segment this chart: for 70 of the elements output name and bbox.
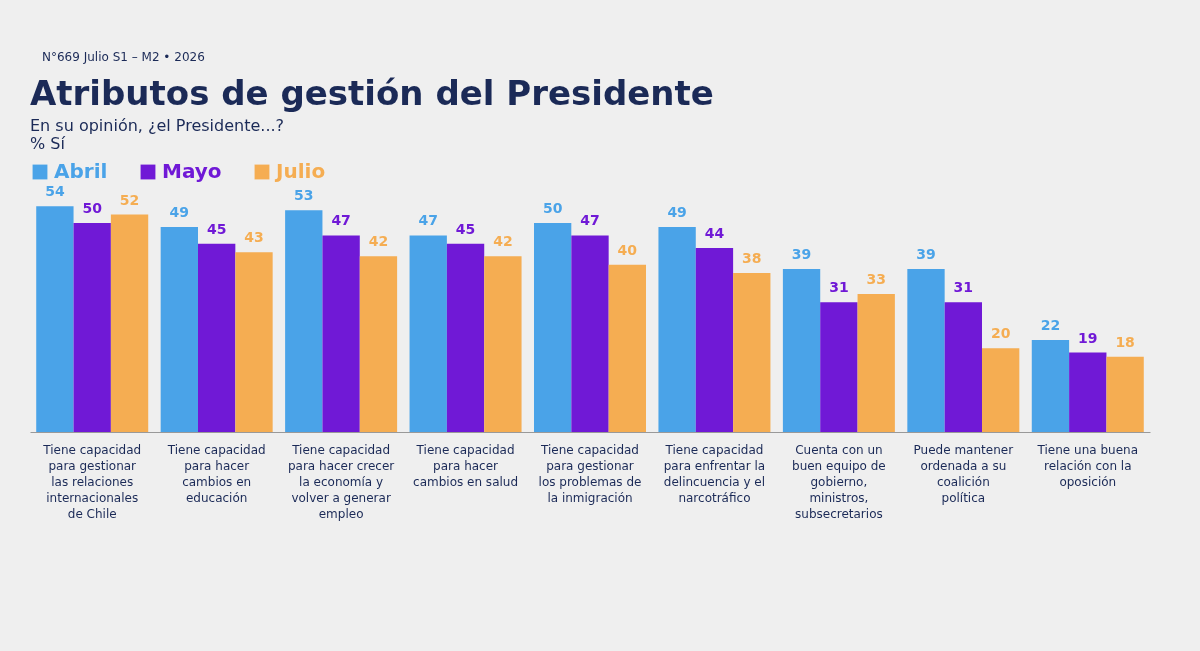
- bar: [409, 235, 447, 432]
- data-label: 38: [742, 250, 762, 267]
- bar: [160, 227, 198, 432]
- data-label: 31: [953, 279, 974, 296]
- data-label: 19: [1078, 329, 1098, 346]
- bar: [658, 227, 696, 432]
- data-label: 22: [1040, 317, 1061, 333]
- x-tick-label: Tiene capacidad para hacer crecer la economía y volver a generar empleo: [287, 442, 395, 521]
- legend-label: Mayo: [162, 159, 222, 183]
- bar: [446, 243, 485, 432]
- data-label: 44: [704, 225, 725, 241]
- data-label: 53: [294, 187, 314, 204]
- chart-title: Atributos de gestión del Presidente: [30, 73, 714, 113]
- x-tick-label: Tiene una buena relación con la oposición: [1036, 442, 1138, 489]
- bar: [235, 252, 273, 432]
- bar: [1069, 352, 1107, 432]
- y-axis-title: % Sí: [30, 134, 66, 153]
- data-label: 43: [244, 229, 264, 246]
- data-label: 20: [990, 325, 1011, 342]
- bar: [198, 243, 236, 432]
- legend-label: Julio: [274, 159, 326, 183]
- bar: [608, 264, 646, 432]
- bar: [695, 248, 734, 432]
- bar: [907, 268, 945, 432]
- data-label: 50: [542, 199, 563, 216]
- data-label: 45: [206, 220, 227, 237]
- data-label: 49: [667, 204, 687, 221]
- bar: [73, 222, 111, 432]
- bar: [110, 214, 149, 432]
- bar: [571, 235, 609, 432]
- data-label: 50: [82, 199, 103, 216]
- data-label: 39: [791, 245, 812, 262]
- data-label: 47: [331, 212, 351, 229]
- bar: [322, 235, 360, 432]
- data-label: 18: [1115, 333, 1135, 350]
- data-label: 47: [418, 212, 438, 229]
- x-tick-label: Cuenta con un buen equipo de gobierno, ministros, subsecretarios: [792, 442, 886, 521]
- x-tick-label: Tiene capacidad para gestionar las relaciones internacionales de Chile: [42, 442, 142, 521]
- data-label: 47: [580, 212, 600, 229]
- bar: [982, 348, 1020, 432]
- bar: [820, 302, 858, 432]
- bar: [1031, 340, 1070, 432]
- x-tick-label: Tiene capacidad para enfrentar la delincuencia y el narcotráfico: [663, 442, 766, 505]
- data-label: 45: [455, 220, 476, 237]
- data-label: 54: [45, 183, 65, 200]
- bar: [1106, 356, 1144, 432]
- chart-subtitle: En su opinión, ¿el Presidente...?: [30, 116, 285, 135]
- bar: [733, 273, 771, 432]
- bar: [359, 256, 398, 432]
- data-label: 52: [119, 191, 140, 208]
- bar: [484, 256, 522, 432]
- bar: [782, 268, 821, 432]
- bar: [285, 210, 323, 432]
- bar: [36, 206, 74, 432]
- x-tick-label: Tiene capacidad para hacer cambios en salud: [413, 442, 519, 489]
- data-label: 40: [617, 241, 638, 258]
- data-label: 33: [866, 271, 886, 287]
- bar: [857, 294, 895, 432]
- data-label: 31: [829, 279, 849, 296]
- data-label: 42: [493, 233, 513, 250]
- bar: [534, 222, 572, 432]
- text: N°669 Julio S1 – M2 • 2026: [42, 50, 205, 64]
- legend-label: Abril: [54, 159, 108, 183]
- x-tick-label: Tiene capacidad para hacer cambios en educación: [166, 442, 266, 505]
- data-label: 49: [169, 204, 190, 221]
- x-tick-label: Puede mantener ordenada a su coalición política: [913, 442, 1014, 505]
- x-tick-label: Tiene capacidad para gestionar los problemas de la inmigración: [538, 442, 642, 505]
- data-label: 42: [368, 233, 389, 250]
- bar: [944, 302, 982, 432]
- data-label: 39: [916, 245, 936, 262]
